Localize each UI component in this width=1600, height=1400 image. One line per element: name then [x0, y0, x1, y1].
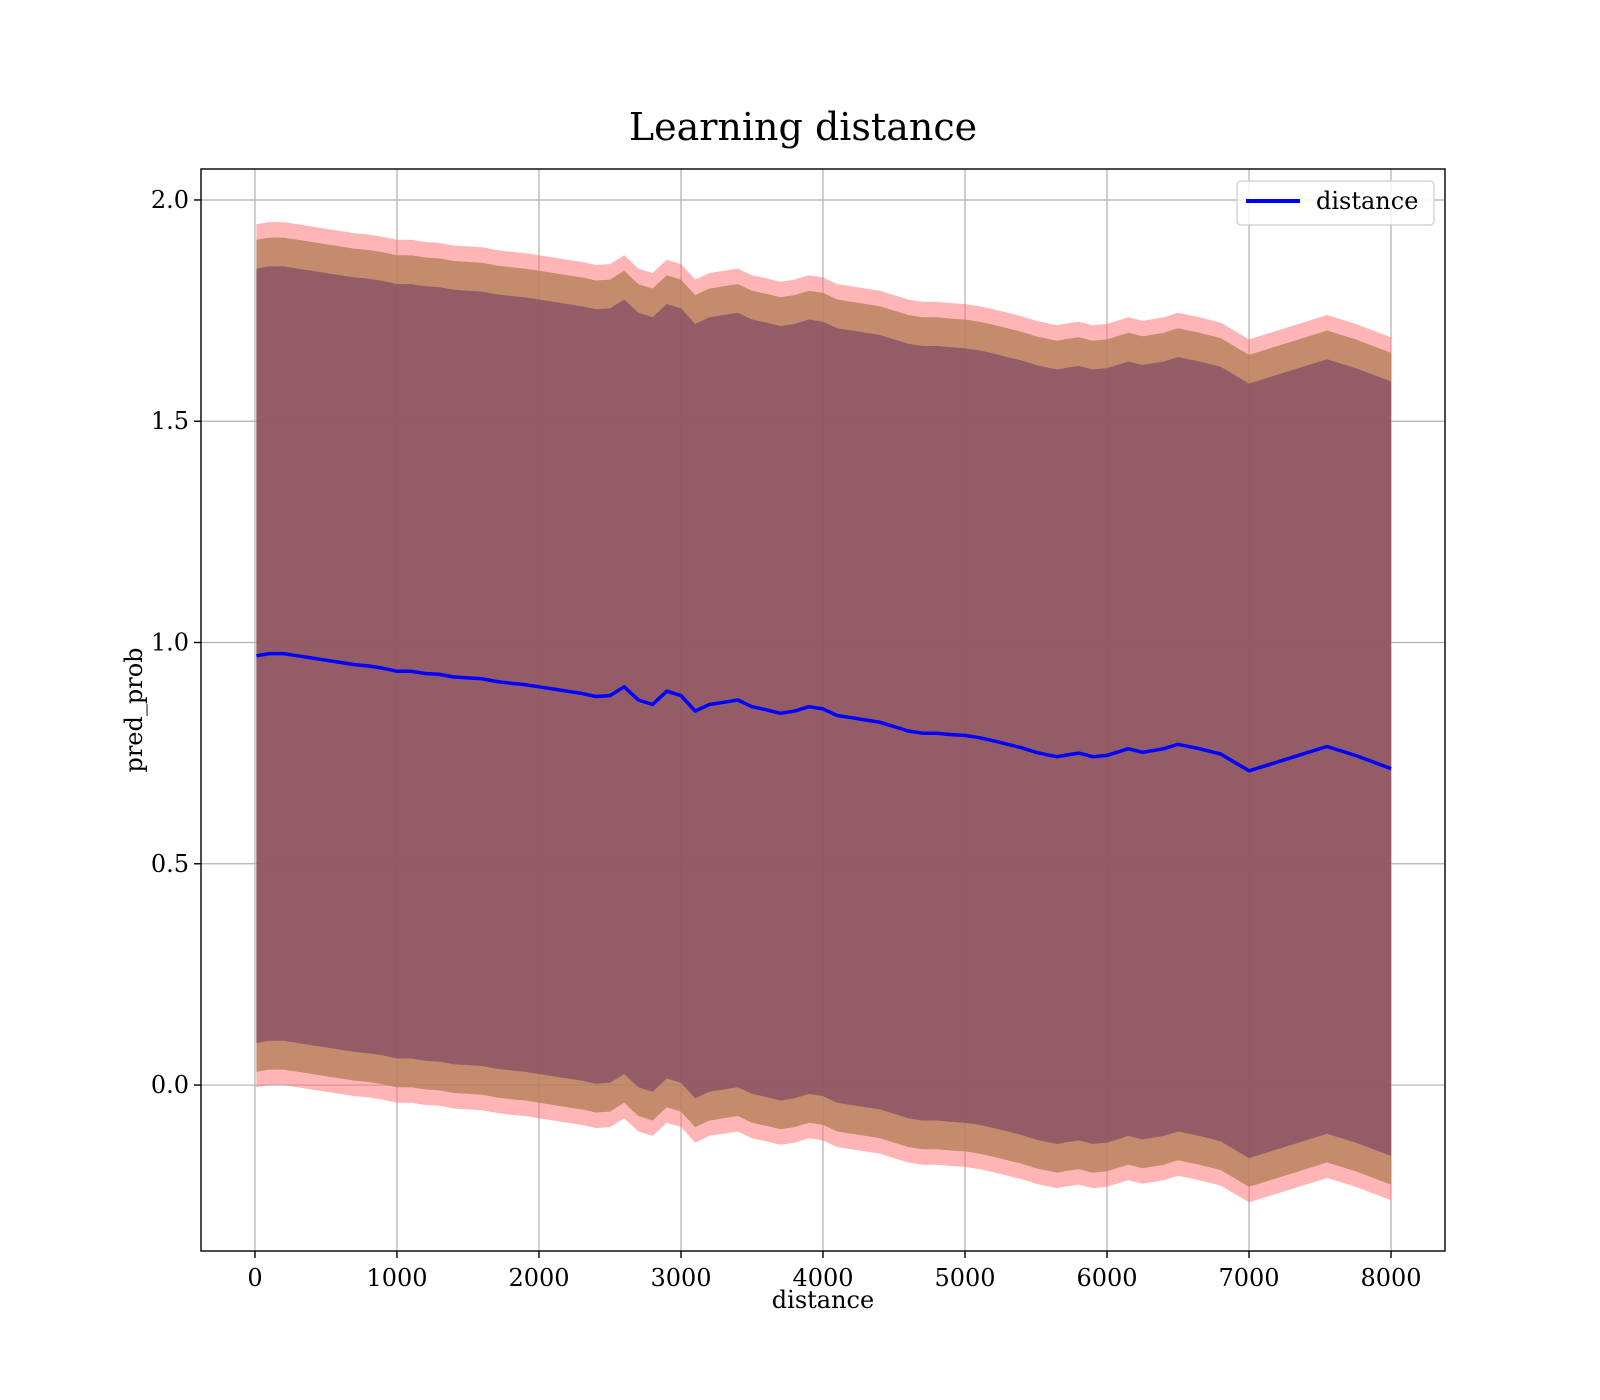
legend-entry: distance — [1316, 187, 1418, 215]
series-line-distance — [256, 651, 1392, 773]
chart-title: Learning distance — [629, 105, 977, 149]
x-tick-label: 3000 — [650, 1264, 711, 1292]
band-inner — [256, 266, 1391, 1159]
series-lines — [256, 651, 1392, 773]
x-tick-label: 6000 — [1076, 1264, 1137, 1292]
x-tick-label: 5000 — [934, 1264, 995, 1292]
uncertainty-bands — [256, 222, 1391, 1203]
legend: distance — [1236, 180, 1435, 226]
x-tick-label: 1000 — [366, 1264, 427, 1292]
legend-box — [1236, 180, 1435, 226]
x-tick-label: 2000 — [508, 1264, 569, 1292]
y-tick-label: 1.5 — [151, 407, 189, 435]
x-axis-label: distance — [772, 1286, 874, 1314]
x-tick-label: 8000 — [1360, 1264, 1421, 1292]
x-tick-label: 0 — [247, 1264, 262, 1292]
x-tick-label: 4000 — [792, 1264, 853, 1292]
y-tick-label: 0.5 — [151, 850, 189, 878]
y-tick-label: 1.0 — [151, 629, 189, 657]
x-tick-label: 7000 — [1218, 1264, 1279, 1292]
y-tick-label: 2.0 — [151, 186, 189, 214]
y-axis-label: pred_prob — [120, 647, 148, 772]
axis-ticks: 0 1000 2000 3000 4000 5000 6000 7000 8000 0.0 0.5 1… — [151, 186, 1422, 1292]
y-tick-label: 0.0 — [151, 1071, 189, 1099]
